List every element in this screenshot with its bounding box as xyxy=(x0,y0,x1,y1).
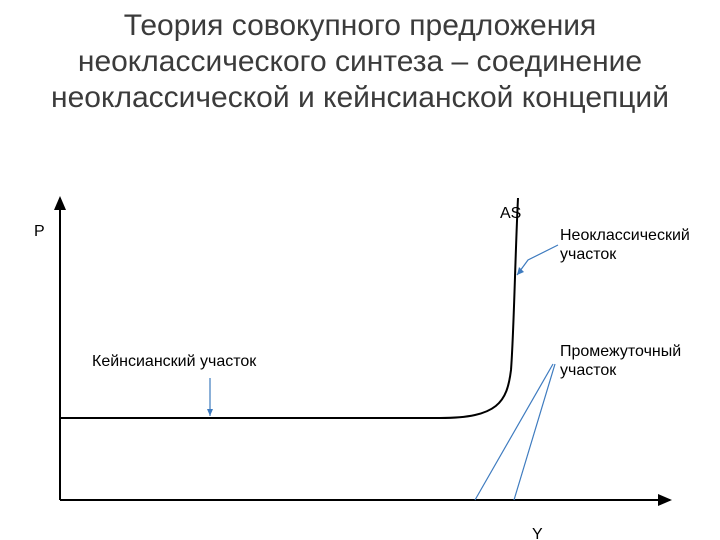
curve-label: AS xyxy=(500,204,521,223)
as-curve xyxy=(60,198,518,418)
keynesian-label: Кейнсианский участок xyxy=(92,352,256,371)
x-axis-label: Y xyxy=(532,525,543,540)
y-axis-label: P xyxy=(34,222,45,241)
as-chart: P Y AS Кейнсианский участок Неоклассичес… xyxy=(0,180,720,540)
pointer-lines xyxy=(207,245,558,500)
neoclassical-label: Неоклассический участок xyxy=(560,226,702,264)
slide-title: Теория совокупного предложения неокласси… xyxy=(40,8,680,116)
intermediate-label: Промежуточный участок xyxy=(560,342,710,380)
